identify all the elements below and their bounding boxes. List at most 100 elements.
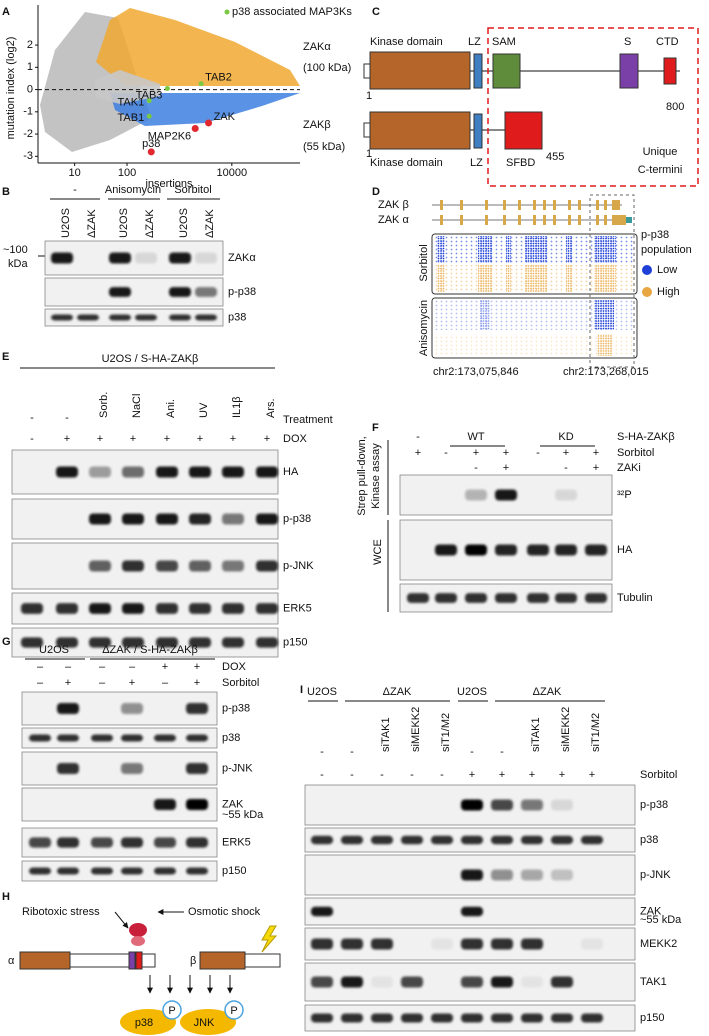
band	[89, 560, 111, 572]
exon	[543, 200, 546, 210]
dox-label: -	[30, 433, 34, 445]
band	[581, 835, 603, 845]
sirna-label: siTAK1	[380, 717, 392, 752]
lane-label: ΔZAK	[204, 209, 216, 238]
dox-label: +	[97, 433, 103, 445]
exon	[485, 215, 488, 225]
point-label: ZAK	[214, 111, 236, 123]
band	[311, 835, 333, 845]
sirna-label: -	[350, 746, 354, 758]
blot	[21, 860, 218, 882]
band	[495, 544, 517, 556]
domain-text: LZ	[468, 36, 481, 48]
blot-label: p150	[283, 636, 307, 648]
band	[21, 637, 43, 648]
band	[195, 287, 217, 297]
sorbitol-label: +	[65, 677, 71, 689]
panel-letter: B	[2, 186, 10, 198]
blot-label: p150	[640, 1012, 664, 1024]
exon	[460, 200, 463, 210]
band	[122, 513, 144, 525]
marker-label: ~55 kDa	[222, 809, 264, 821]
band	[135, 252, 157, 264]
band	[169, 314, 191, 321]
point-label: p38	[142, 138, 160, 150]
y-tick-label: 0	[27, 83, 33, 95]
band	[581, 938, 603, 950]
cells-high	[525, 265, 547, 292]
band	[57, 763, 79, 774]
exon	[440, 215, 443, 225]
lz-domain	[473, 113, 483, 149]
point-label: TAB3	[136, 89, 163, 101]
sfbd-domain	[504, 111, 543, 150]
sirna-label: siTAK1	[530, 717, 542, 752]
band	[189, 560, 211, 572]
band	[222, 513, 244, 525]
band	[57, 703, 79, 714]
band	[91, 734, 113, 742]
group-label: U2OS	[39, 644, 69, 656]
lane-label: U2OS	[118, 208, 130, 238]
exon	[612, 200, 620, 210]
point	[191, 125, 199, 133]
blot-label: p-JNK	[222, 762, 253, 774]
dox-label: –	[129, 661, 136, 673]
band	[156, 637, 178, 648]
panel-letter: I	[300, 684, 303, 696]
treatment-label: UV	[198, 402, 210, 418]
side-label: Kinase assay	[370, 443, 382, 509]
exon	[460, 215, 463, 225]
band	[29, 837, 51, 848]
band	[461, 938, 483, 950]
domain-text: S	[624, 36, 631, 48]
group-label: -	[73, 184, 77, 196]
dox-label: +	[64, 433, 70, 445]
band	[57, 837, 79, 848]
band	[189, 513, 211, 525]
group-label: WT	[467, 431, 484, 443]
row-label: Sorbitol	[640, 769, 677, 781]
group-label: KD	[558, 431, 573, 443]
band	[527, 593, 549, 603]
panel-letter: H	[2, 891, 10, 903]
band	[431, 938, 453, 950]
domain-text: 800	[666, 101, 684, 113]
row-label: Sorbitol	[418, 244, 430, 281]
band	[122, 466, 144, 478]
band	[109, 252, 131, 264]
point-label: TAB1	[118, 112, 145, 124]
band	[156, 466, 178, 478]
row-label: S-HA-ZAKβ	[617, 431, 675, 443]
point	[198, 81, 204, 87]
sorbitol-label: +	[559, 769, 565, 781]
exon	[553, 215, 556, 225]
sorbitol-label: –	[162, 677, 169, 689]
exon	[485, 200, 488, 210]
band	[122, 560, 144, 572]
lightning	[261, 925, 278, 953]
treatment-label: Ani.	[165, 399, 177, 418]
band	[256, 466, 278, 478]
point	[146, 98, 152, 104]
treatment-label: -	[30, 412, 34, 424]
dox-label: +	[130, 433, 136, 445]
sirna-label: -	[320, 746, 324, 758]
group-label: Sorbitol	[174, 184, 211, 196]
sorbitol-label: -	[350, 769, 354, 781]
blot-label: p-p38	[283, 513, 311, 525]
sorbitol-label: +	[129, 677, 135, 689]
blot-label: ZAKα	[228, 252, 256, 264]
coordinate: chr2:173,075,846	[433, 366, 519, 378]
sorbitol-label: +	[469, 769, 475, 781]
marker-label: ~55 kDa	[640, 914, 682, 926]
blot	[21, 827, 218, 858]
band	[495, 489, 517, 501]
sirna-label: siMEKK2	[560, 707, 572, 752]
band	[491, 1013, 513, 1023]
cells-high	[437, 265, 445, 292]
dox-label: +	[230, 433, 236, 445]
y-tick-label: 1	[27, 61, 33, 73]
panel-letter: F	[372, 422, 379, 434]
